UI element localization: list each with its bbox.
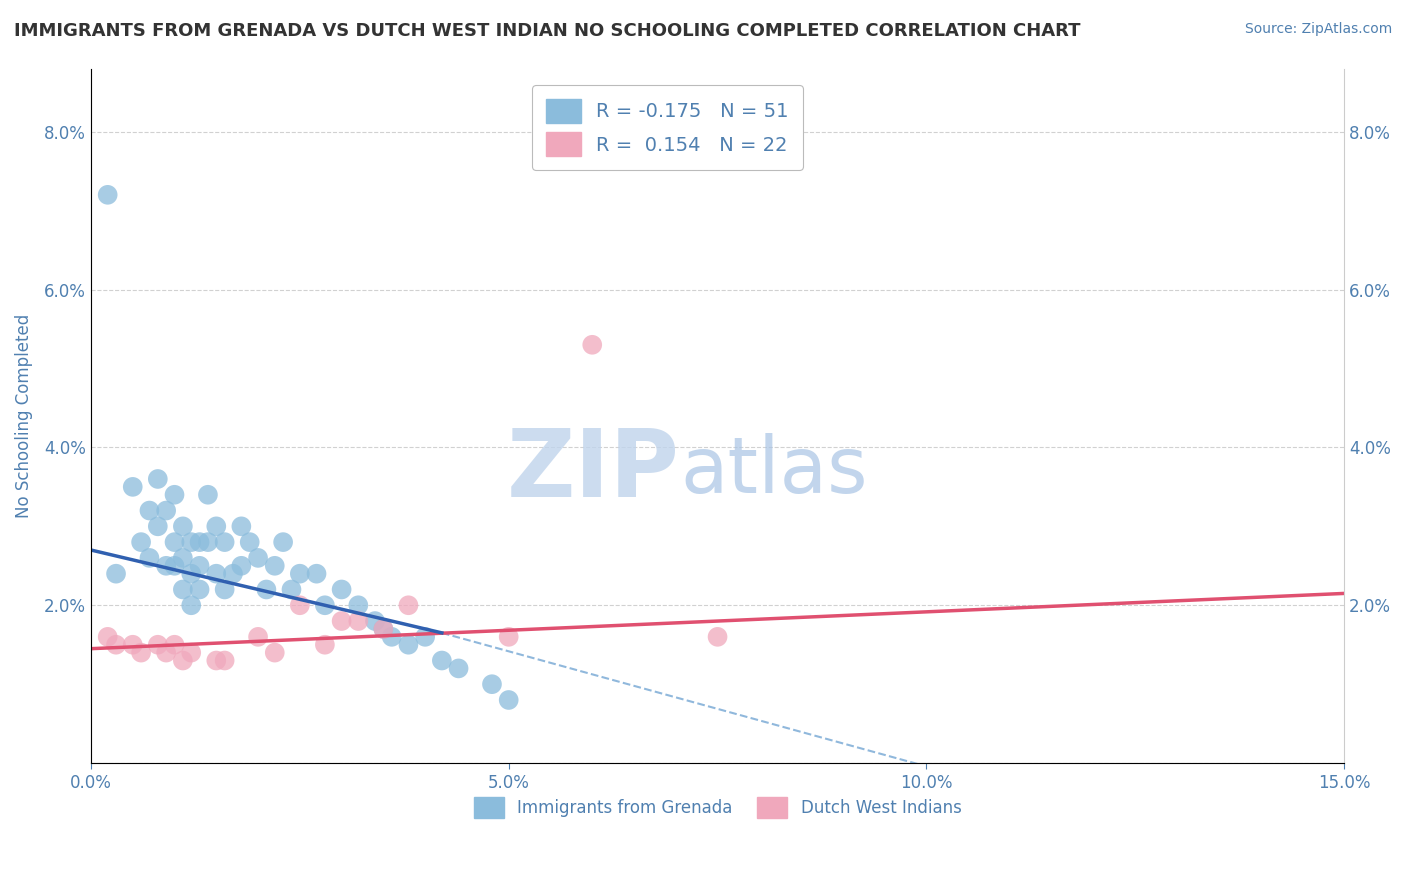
Point [205, 566, 228, 581]
Point [180, 535, 202, 549]
Point [205, 519, 228, 533]
Point [129, 646, 152, 660]
Point [263, 558, 285, 573]
Text: IMMIGRANTS FROM GRENADA VS DUTCH WEST INDIAN NO SCHOOLING COMPLETED CORRELATION : IMMIGRANTS FROM GRENADA VS DUTCH WEST IN… [14, 22, 1081, 40]
Point [231, 558, 253, 573]
Point [254, 582, 277, 597]
Y-axis label: No Schooling Completed: No Schooling Completed [15, 314, 32, 518]
Point [97, 187, 120, 202]
Text: Source: ZipAtlas.com: Source: ZipAtlas.com [1244, 22, 1392, 37]
Point [163, 488, 186, 502]
Point [396, 599, 419, 613]
Point [330, 614, 353, 628]
Point [129, 535, 152, 549]
Point [247, 550, 270, 565]
Point [172, 653, 194, 667]
Point [214, 582, 236, 597]
Point [105, 566, 128, 581]
Point [314, 599, 336, 613]
Point [121, 638, 143, 652]
Point [396, 638, 419, 652]
Point [197, 535, 219, 549]
Point [263, 646, 285, 660]
Point [214, 535, 236, 549]
Point [288, 566, 311, 581]
Point [288, 599, 311, 613]
Point [121, 480, 143, 494]
Legend: Immigrants from Grenada, Dutch West Indians: Immigrants from Grenada, Dutch West Indi… [467, 790, 969, 824]
Text: ZIP: ZIP [508, 425, 681, 517]
Point [180, 566, 202, 581]
Text: atlas: atlas [681, 434, 868, 509]
Point [373, 622, 395, 636]
Point [138, 503, 160, 517]
Point [180, 599, 202, 613]
Point [481, 677, 503, 691]
Point [97, 630, 120, 644]
Point [172, 550, 194, 565]
Point [180, 646, 202, 660]
Point [271, 535, 294, 549]
Point [172, 519, 194, 533]
Point [347, 614, 370, 628]
Point [155, 503, 177, 517]
Point [163, 535, 186, 549]
Point [239, 535, 262, 549]
Point [188, 535, 211, 549]
Point [197, 488, 219, 502]
Point [280, 582, 302, 597]
Point [373, 622, 395, 636]
Point [138, 550, 160, 565]
Point [381, 630, 404, 644]
Point [146, 638, 169, 652]
Point [214, 653, 236, 667]
Point [330, 582, 353, 597]
Point [581, 338, 603, 352]
Point [163, 638, 186, 652]
Point [706, 630, 728, 644]
Point [498, 630, 520, 644]
Point [231, 519, 253, 533]
Point [247, 630, 270, 644]
Point [188, 582, 211, 597]
Point [163, 558, 186, 573]
Point [146, 472, 169, 486]
Point [155, 558, 177, 573]
Point [314, 638, 336, 652]
Point [188, 558, 211, 573]
Point [447, 661, 470, 675]
Point [498, 693, 520, 707]
Point [205, 653, 228, 667]
Point [347, 599, 370, 613]
Point [105, 638, 128, 652]
Point [146, 519, 169, 533]
Point [413, 630, 436, 644]
Point [305, 566, 328, 581]
Point [222, 566, 245, 581]
Point [155, 646, 177, 660]
Point [364, 614, 387, 628]
Point [172, 582, 194, 597]
Point [430, 653, 453, 667]
